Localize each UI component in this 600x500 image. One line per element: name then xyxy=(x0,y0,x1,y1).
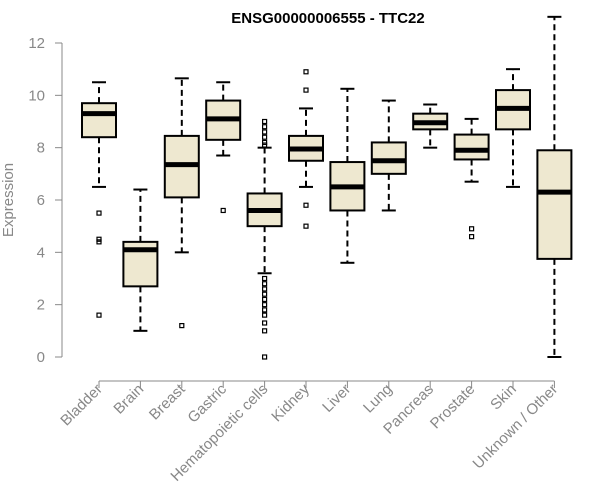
y-tick-label: 12 xyxy=(28,35,45,52)
outlier-point xyxy=(469,226,475,232)
y-axis: 0 2 4 6 8 10 12 xyxy=(28,35,63,366)
x-tick-label: Lung xyxy=(360,381,396,417)
outlier-point xyxy=(262,142,268,148)
outlier-point xyxy=(262,275,268,282)
x-tick-label: Kidney xyxy=(268,380,313,425)
box-unknown-other xyxy=(536,15,573,358)
y-tick-label: 4 xyxy=(37,244,45,261)
box-pancreas xyxy=(412,103,449,149)
outlier-point xyxy=(262,139,268,146)
x-tick-label: Bladder xyxy=(57,381,106,430)
x-tick-label: Skin xyxy=(487,381,520,414)
box-liver xyxy=(329,87,366,264)
outlier-point xyxy=(303,87,309,93)
outlier-point xyxy=(262,307,268,313)
outlier-point xyxy=(262,302,268,308)
chart-title: ENSG00000006555 - TTC22 xyxy=(231,10,424,27)
box-bladder xyxy=(81,81,117,318)
outlier-point xyxy=(96,236,102,242)
x-tick-label: Brain xyxy=(110,381,147,418)
outlier-point xyxy=(262,296,268,303)
box-gastric xyxy=(205,81,242,214)
box-breast xyxy=(163,77,200,329)
iqr-box xyxy=(81,102,117,139)
outlier-point xyxy=(262,129,268,135)
box-skin xyxy=(495,68,531,188)
outlier-point xyxy=(96,210,102,216)
outlier-point xyxy=(303,223,309,229)
outlier-point xyxy=(262,354,268,360)
outlier-point xyxy=(179,323,185,329)
outlier-point xyxy=(469,234,475,240)
iqr-box xyxy=(453,133,490,161)
y-axis-label: Expression xyxy=(0,163,17,237)
outlier-point xyxy=(262,312,268,318)
outlier-point xyxy=(303,69,309,75)
outlier-point xyxy=(262,328,268,334)
box-series xyxy=(81,15,573,360)
box-lung xyxy=(370,99,407,212)
outlier-point xyxy=(262,124,268,130)
outlier-point xyxy=(262,118,268,125)
box-prostate xyxy=(453,117,490,240)
y-tick-label: 8 xyxy=(37,140,45,157)
x-tick-label: Breast xyxy=(146,380,189,423)
y-tick-label: 10 xyxy=(28,87,45,104)
y-tick-label: 6 xyxy=(37,192,45,209)
outlier-point xyxy=(262,134,268,140)
x-tick-label: Prostate xyxy=(427,381,479,433)
outlier-point xyxy=(303,202,309,208)
y-tick-label: 2 xyxy=(37,297,45,314)
outlier-point xyxy=(220,207,226,214)
outlier-point xyxy=(262,291,268,297)
iqr-box xyxy=(370,141,407,175)
outlier-point xyxy=(262,281,268,287)
box-kidney xyxy=(288,69,324,229)
x-tick-label: Liver xyxy=(319,381,354,416)
box-hematopoietic-cells xyxy=(246,118,283,360)
box-brain xyxy=(122,188,159,332)
outlier-point xyxy=(262,320,268,326)
y-tick-label: 0 xyxy=(37,349,45,366)
iqr-box xyxy=(536,149,573,260)
outlier-point xyxy=(96,312,102,318)
outlier-point xyxy=(96,239,102,245)
outlier-point xyxy=(262,286,268,292)
